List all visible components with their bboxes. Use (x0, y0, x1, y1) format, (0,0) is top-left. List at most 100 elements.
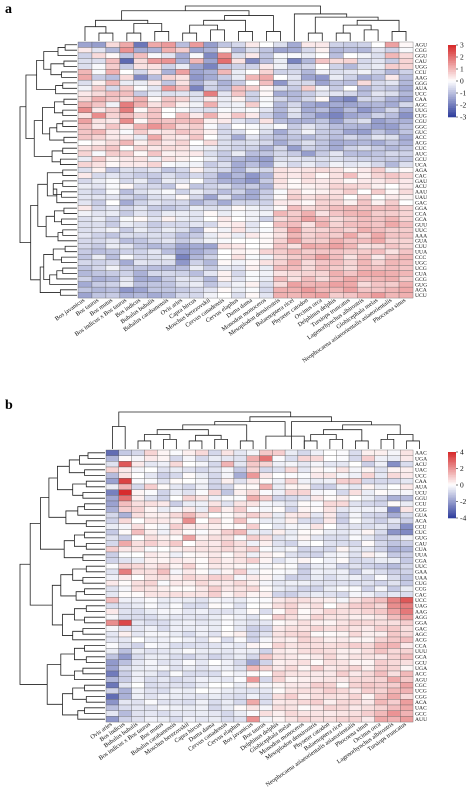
colorbar-step (448, 115, 456, 118)
heatmap-cell (323, 461, 337, 468)
heatmap-cell (105, 107, 121, 114)
heatmap-cell (297, 585, 311, 592)
heatmap-cell (348, 631, 363, 638)
dendrogram-link (64, 245, 77, 253)
heatmap-cell (233, 602, 247, 609)
row-label: UCC (415, 92, 427, 98)
dendrogram-link (63, 207, 77, 214)
heatmap-cell (387, 512, 401, 519)
row-label: UUU (415, 649, 427, 655)
heatmap-cell (245, 248, 260, 255)
heatmap-cell (144, 574, 158, 581)
row-label: UCU (415, 490, 427, 496)
heatmap-cell (118, 483, 132, 490)
heatmap-cell (374, 472, 388, 479)
heatmap-cell (131, 653, 145, 660)
heatmap-cell (203, 259, 218, 266)
heatmap-cell (400, 619, 414, 626)
heatmap-cell (182, 506, 196, 513)
heatmap-cell (246, 614, 260, 621)
heatmap-cell (284, 710, 299, 717)
heatmap-cell (208, 483, 222, 490)
colorbar-step (448, 470, 456, 473)
heatmap-cell (231, 134, 246, 141)
heatmap-cell (361, 506, 375, 513)
heatmap-cell (361, 648, 375, 655)
heatmap-cell (245, 270, 260, 277)
heatmap-cell (336, 495, 350, 502)
heatmap-cell (133, 101, 149, 108)
heatmap-cell (310, 478, 324, 485)
heatmap-cell (119, 74, 135, 81)
heatmap-cell (348, 608, 363, 615)
heatmap-cell (272, 693, 286, 700)
heatmap-cell (384, 145, 400, 152)
heatmap-cell (195, 489, 209, 496)
heatmap-cell (233, 580, 247, 587)
heatmap-cell (105, 517, 120, 524)
row-label: ACA (415, 288, 427, 294)
heatmap-cell (118, 523, 132, 530)
heatmap-cell (301, 216, 316, 222)
heatmap-cell (77, 194, 93, 201)
heatmap-cell (144, 551, 158, 558)
heatmap-cell (182, 483, 196, 490)
heatmap-cell (175, 248, 190, 255)
heatmap-cell (144, 665, 158, 672)
dendrogram-link (82, 554, 105, 561)
heatmap-cell (105, 123, 121, 130)
heatmap-cell (144, 534, 158, 541)
heatmap-cell (105, 232, 121, 239)
heatmap-cell (91, 52, 107, 59)
heatmap-cell (147, 265, 162, 271)
heatmap-cell (361, 693, 375, 700)
heatmap-cell (169, 529, 183, 536)
heatmap-cell (105, 118, 121, 124)
row-label: UCU (415, 293, 427, 299)
heatmap-cell (329, 259, 344, 266)
heatmap-cell (398, 248, 414, 255)
heatmap-cell (161, 150, 176, 157)
heatmap-cell (131, 710, 145, 717)
heatmap-cell (259, 551, 273, 558)
heatmap-cell (105, 276, 121, 282)
heatmap-cell (336, 653, 350, 660)
heatmap-cell (189, 107, 204, 114)
heatmap-cell (118, 540, 132, 547)
heatmap-cell (161, 79, 176, 86)
row-label: ACG (415, 141, 427, 147)
heatmap-cell (77, 118, 93, 124)
heatmap-cell (384, 237, 400, 244)
heatmap-cell (374, 466, 388, 473)
heatmap-cell (195, 597, 209, 604)
heatmap-cell (361, 682, 375, 689)
heatmap-cell (356, 123, 372, 130)
heatmap-cell (245, 58, 260, 65)
heatmap-cell (297, 676, 311, 683)
heatmap-cell (374, 636, 388, 643)
heatmap-cell (161, 161, 176, 168)
heatmap-cell (361, 619, 375, 626)
heatmap-cell (119, 79, 135, 86)
heatmap-cell (398, 216, 414, 222)
heatmap-cell (91, 259, 107, 266)
heatmap-cell (374, 500, 388, 507)
heatmap-cell (259, 693, 273, 700)
heatmap-cell (131, 670, 145, 677)
heatmap-cell (297, 648, 311, 655)
heatmap-cell (105, 259, 121, 266)
heatmap-cell (133, 118, 149, 124)
heatmap-cell (272, 670, 286, 677)
heatmap-cell (156, 704, 171, 711)
heatmap-cell (310, 682, 324, 689)
heatmap-cell (343, 172, 358, 179)
colorbar-step (448, 516, 456, 519)
heatmap-cell (118, 500, 132, 507)
panel-a-row-dendrogram (19, 44, 77, 296)
heatmap-cell (91, 248, 107, 255)
colorbar-step (448, 97, 456, 100)
colorbar-step (448, 63, 456, 66)
heatmap-cell (398, 210, 414, 217)
heatmap-cell (217, 210, 232, 217)
